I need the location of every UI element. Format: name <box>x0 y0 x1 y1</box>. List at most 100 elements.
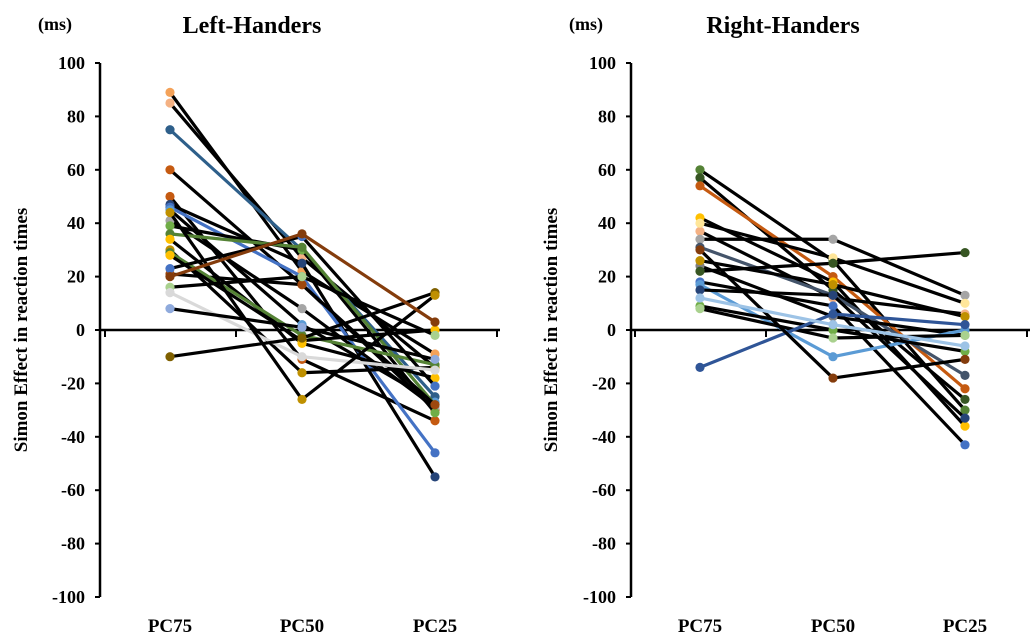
left-data-point <box>165 263 175 274</box>
left-y-tick-label: -80 <box>61 534 85 554</box>
right-data-point <box>695 173 705 183</box>
left-data-point <box>430 400 440 410</box>
left-data-point <box>297 229 307 239</box>
left-data-point <box>430 365 440 375</box>
left-data-point <box>165 165 175 175</box>
left-data-point <box>165 234 175 244</box>
right-data-point <box>695 218 705 228</box>
left-y-tick-label: 80 <box>67 106 85 126</box>
left-data-point <box>430 354 440 364</box>
right-data-point <box>695 255 705 266</box>
right-data-point <box>828 280 838 290</box>
left-data-point <box>430 448 440 458</box>
left-handers-panel: (ms) Left-Handers Simon Effect in reacti… <box>11 13 500 637</box>
right-data-point <box>828 301 838 311</box>
right-data-point <box>695 234 705 244</box>
right-data-point <box>695 285 705 295</box>
left-y-tick-label: 20 <box>67 267 85 287</box>
right-series-15 <box>695 309 970 372</box>
right-y-tick-label: -20 <box>592 373 616 393</box>
left-y-axis-label: Simon Effect in reaction times <box>11 208 32 453</box>
right-category-label: PC25 <box>943 616 987 637</box>
left-data-point <box>297 258 307 268</box>
right-series-6 <box>695 234 970 300</box>
right-data-point <box>828 309 838 319</box>
right-series-19 <box>695 293 970 351</box>
right-data-point <box>695 362 705 372</box>
right-series-3 <box>695 181 970 394</box>
left-chart-title: Left-Handers <box>183 13 322 39</box>
right-data-point <box>960 384 970 394</box>
right-data-point <box>960 440 970 450</box>
left-category-label: PC50 <box>280 616 324 637</box>
right-data-point <box>828 352 838 362</box>
right-data-point <box>960 370 970 380</box>
left-category-label: PC25 <box>413 616 457 637</box>
right-data-point <box>828 373 838 383</box>
left-data-point <box>297 368 307 378</box>
right-y-tick-label: -40 <box>592 427 616 447</box>
right-data-point <box>960 341 970 351</box>
right-category-label: PC75 <box>678 616 722 637</box>
right-data-point <box>960 405 970 415</box>
right-series-14 <box>695 304 970 343</box>
left-data-point <box>165 87 175 97</box>
right-data-point <box>695 181 705 191</box>
right-y-tick-label: 0 <box>607 320 616 340</box>
left-data-point <box>165 191 175 202</box>
right-data-point <box>695 293 705 303</box>
left-data-point <box>165 125 175 135</box>
left-series-23 <box>165 229 440 327</box>
left-data-point <box>430 381 440 391</box>
left-data-point <box>165 250 175 260</box>
left-y-tick-label: 40 <box>67 213 85 233</box>
right-chart-title: Right-Handers <box>706 13 859 39</box>
left-y-tick-label: -60 <box>61 480 85 500</box>
left-data-point <box>165 288 175 298</box>
right-data-point <box>960 330 970 340</box>
right-handers-panel: (ms) Right-Handers Simon Effect in react… <box>541 13 1030 637</box>
right-data-point <box>695 245 705 255</box>
left-data-point <box>430 290 440 300</box>
left-data-point <box>165 98 175 108</box>
right-data-point <box>960 247 970 258</box>
left-y-tick-label: 0 <box>76 320 85 340</box>
left-data-point <box>297 333 307 343</box>
left-y-tick-label: -100 <box>52 587 85 607</box>
left-data-point <box>165 352 175 362</box>
right-data-point <box>960 290 970 300</box>
left-data-point <box>165 221 175 231</box>
right-data-point <box>695 266 705 276</box>
right-data-point <box>828 320 838 330</box>
left-series-22 <box>165 207 440 405</box>
right-y-tick-label: -80 <box>592 534 616 554</box>
right-y-axis-label: Simon Effect in reaction times <box>541 208 562 453</box>
right-y-tick-label: 20 <box>598 267 616 287</box>
right-series-18 <box>695 247 970 276</box>
left-data-point <box>430 408 440 418</box>
left-data-point <box>297 304 307 314</box>
left-y-tick-label: -40 <box>61 427 85 447</box>
right-y-tick-label: -100 <box>583 587 616 607</box>
right-y-tick-label: 80 <box>598 106 616 126</box>
left-data-point <box>297 322 307 332</box>
left-data-point <box>430 472 440 482</box>
left-y-tick-label: 100 <box>58 53 85 73</box>
right-y-tick-label: -60 <box>592 480 616 500</box>
left-data-point <box>297 352 307 362</box>
right-data-point <box>695 304 705 314</box>
right-y-tick-label: 100 <box>589 53 616 73</box>
left-y-tick-label: 60 <box>67 160 85 180</box>
right-data-point <box>960 312 970 322</box>
left-data-point <box>297 272 307 282</box>
right-data-point <box>695 226 705 236</box>
right-data-point <box>960 413 970 423</box>
right-data-point <box>828 333 838 343</box>
right-category-label: PC50 <box>811 616 855 637</box>
right-data-point <box>960 394 970 405</box>
right-data-point <box>828 234 838 244</box>
right-y-tick-label: 40 <box>598 213 616 233</box>
right-y-tick-label: 60 <box>598 160 616 180</box>
left-data-point <box>165 207 175 218</box>
